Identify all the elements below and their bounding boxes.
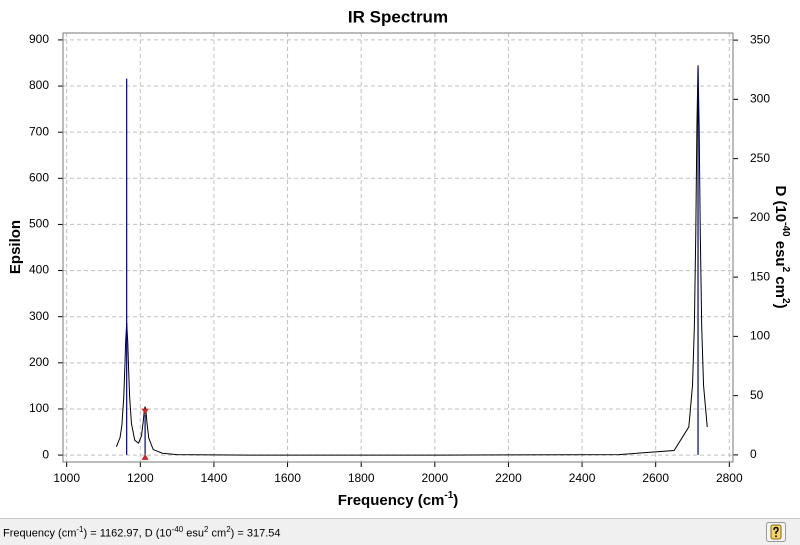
y-tick-label: 500 [29, 217, 49, 231]
x-axis-label: Frequency (cm-1) [338, 490, 459, 509]
x-tick-label: 2200 [495, 471, 522, 485]
status-bar: Frequency (cm-1) = 1162.97, D (10-40 esu… [0, 518, 800, 545]
y2-tick-label: 150 [750, 269, 770, 283]
x-tick-label: 1600 [274, 471, 301, 485]
y2-tick-label: 0 [750, 447, 757, 461]
peak-marker [141, 453, 149, 460]
status-segment: , D (10 [138, 527, 172, 540]
x-axis-label-text: ) [453, 492, 458, 509]
plot-frame [62, 32, 734, 463]
y2-axis-label: D (10-40 esu2 cm2) [772, 185, 791, 308]
y2-axis-label-text: D (10 [772, 185, 789, 222]
x-tick-label: 1800 [348, 471, 375, 485]
help-icon-dot [775, 535, 777, 538]
status-text: Frequency (cm-1) = 1162.97, D (10-40 esu… [3, 525, 281, 540]
status-sup: 2 [204, 525, 209, 534]
y2-axis-label-text: esu [772, 237, 789, 267]
chart-title: IR Spectrum [348, 7, 448, 26]
y2-axis-label-sup: 2 [780, 298, 791, 304]
y2-axis-label-sup: -40 [780, 222, 791, 237]
y-tick-label: 100 [29, 401, 49, 415]
y2-tick-label: 50 [750, 388, 764, 402]
status-sup: -1 [76, 525, 84, 534]
y-tick-label: 700 [29, 124, 49, 138]
y2-tick-label: 250 [750, 151, 770, 165]
status-sup: -40 [171, 525, 184, 534]
status-sup: 2 [226, 525, 231, 534]
x-tick-label: 2400 [569, 471, 596, 485]
x-tick-label: 2800 [716, 471, 743, 485]
status-segment: Frequency (cm [3, 527, 77, 540]
peak-marker [141, 408, 149, 415]
y-tick-label: 600 [29, 170, 49, 184]
y-tick-label: 200 [29, 355, 49, 369]
x-tick-label: 1000 [53, 471, 80, 485]
plot-area [63, 33, 733, 462]
y2-axis-label-sup: 2 [780, 267, 791, 273]
y-axis-label: Epsilon [7, 220, 24, 274]
x-tick-label: 1400 [201, 471, 228, 485]
y2-axis-label-text: cm [772, 272, 789, 298]
status-segment: 1162.97 [99, 527, 139, 540]
y2-axis-label-text: ) [772, 304, 789, 309]
y-tick-label: 400 [29, 263, 49, 277]
help-button[interactable] [766, 522, 786, 542]
y-tick-label: 800 [29, 78, 49, 92]
y2-tick-label: 300 [750, 92, 770, 106]
y-tick-label: 0 [42, 447, 49, 461]
x-tick-label: 1200 [127, 471, 154, 485]
x-tick-label: 2000 [421, 471, 448, 485]
help-icon-mark [773, 526, 779, 534]
status-segment: 317.54 [246, 527, 281, 540]
status-segment: esu [183, 527, 205, 540]
x-tick-label: 2600 [642, 471, 669, 485]
status-segment: cm [208, 527, 227, 540]
chart: IR Spectrum Frequency (cm-1) Epsilon D (… [6, 7, 792, 509]
y2-tick-label: 100 [750, 329, 770, 343]
x-axis-label-sup: -1 [444, 490, 453, 501]
y2-tick-label: 200 [750, 210, 770, 224]
y-tick-label: 900 [29, 32, 49, 46]
status-segment: ) = [83, 527, 100, 540]
x-axis-label-text: Frequency (cm [338, 492, 445, 509]
y-tick-label: 300 [29, 309, 49, 323]
y2-tick-label: 350 [750, 32, 770, 46]
status-segment: ) = [230, 527, 247, 540]
